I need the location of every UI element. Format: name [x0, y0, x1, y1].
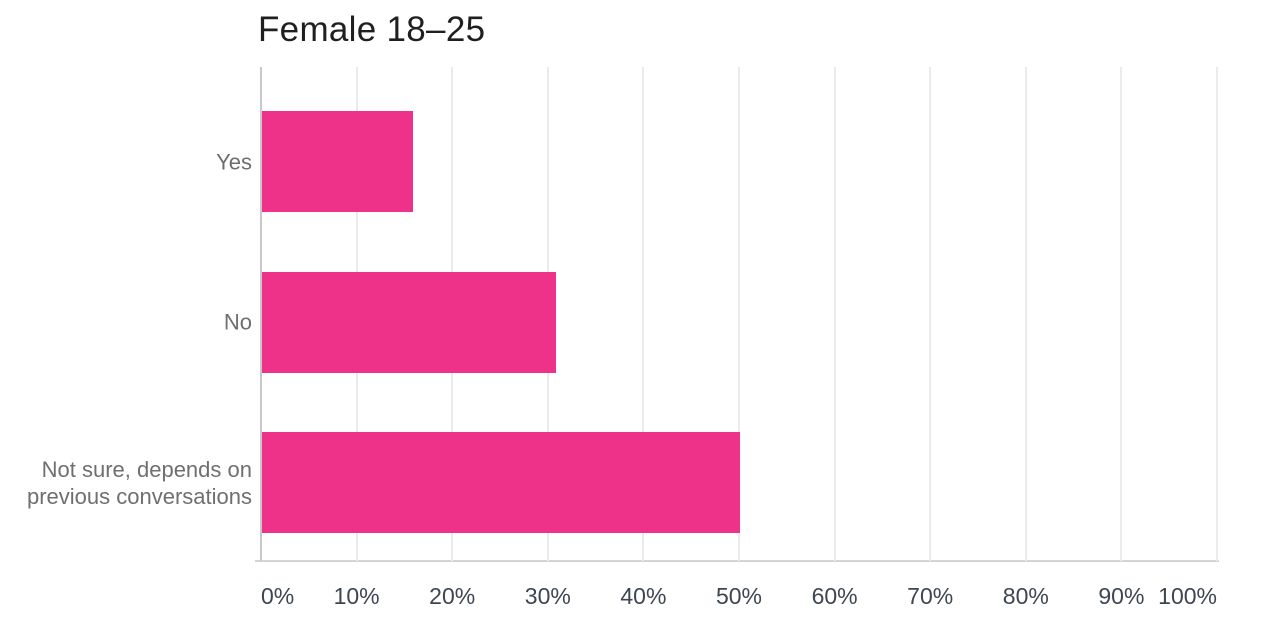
- x-tick-label: 40%: [620, 583, 667, 609]
- gridline: [833, 67, 836, 561]
- x-tick-label: 100%: [1158, 583, 1217, 609]
- bar: [262, 111, 414, 212]
- x-tick-label: 90%: [1098, 583, 1145, 609]
- gridline: [929, 67, 932, 561]
- plot-area: [255, 67, 1219, 562]
- gridline: [1024, 67, 1027, 561]
- bar: [262, 271, 557, 373]
- x-tick-label: 10%: [333, 583, 380, 609]
- x-tick-label: 0%: [261, 583, 295, 609]
- gridline: [738, 67, 740, 561]
- x-tick-label: 30%: [524, 583, 571, 609]
- x-tick-label: 60%: [811, 583, 858, 609]
- bar: [262, 432, 740, 533]
- x-tick-label: 70%: [907, 583, 954, 609]
- category-label: Not sure, depends on previous conversati…: [26, 456, 252, 509]
- x-tick-label: 80%: [1002, 583, 1049, 609]
- y-axis-line: [260, 67, 262, 561]
- gridline: [1120, 67, 1123, 561]
- gridline: [642, 67, 645, 561]
- chart-title: Female 18–25: [258, 10, 486, 49]
- category-label: Yes: [216, 149, 252, 174]
- x-axis-line: [255, 560, 1219, 562]
- category-label: No: [223, 309, 252, 335]
- x-tick-label: 50%: [715, 583, 763, 609]
- x-tick-label: 20%: [429, 583, 476, 609]
- gridline: [1216, 67, 1218, 561]
